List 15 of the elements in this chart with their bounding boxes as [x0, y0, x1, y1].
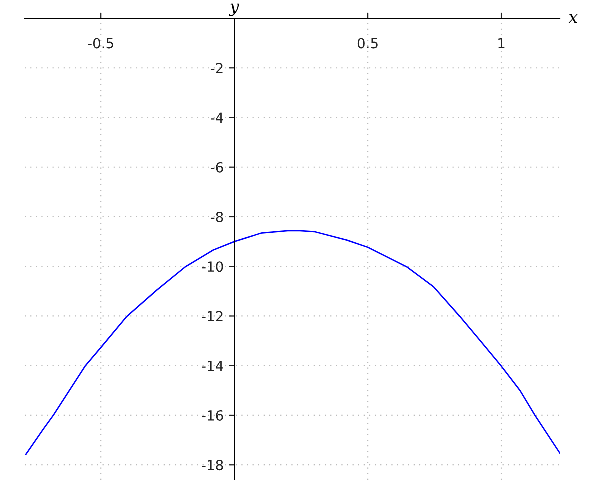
- y-tick-label: -18: [202, 460, 224, 471]
- x-tick-label: 1: [498, 38, 505, 48]
- y-axis-title: y: [229, 4, 240, 16]
- y-tick-label: -6: [210, 162, 224, 173]
- line-series: [25, 230, 560, 456]
- x-tick-label: 0.5: [358, 38, 378, 49]
- y-tick-label: -14: [202, 361, 224, 372]
- x-axis-title: x: [568, 14, 578, 24]
- x-tick-label: -0.5: [88, 38, 114, 49]
- y-tick-label: -12: [202, 311, 223, 322]
- y-tick-label: -8: [210, 212, 224, 222]
- y-tick-label: -10: [202, 262, 224, 272]
- y-tick-label: -4: [210, 112, 224, 124]
- y-tick-label: -16: [202, 410, 224, 421]
- y-tick-label: -2: [210, 63, 223, 74]
